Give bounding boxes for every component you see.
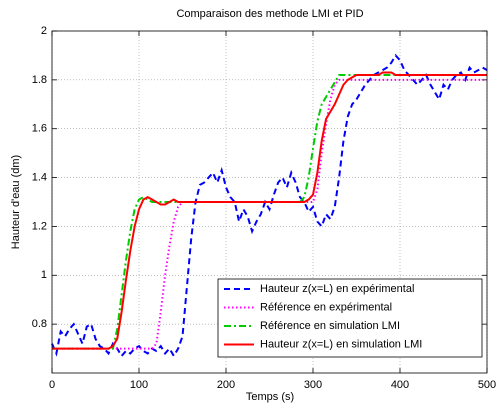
x-tick-label: 500 <box>478 379 496 391</box>
y-tick-label: 1.8 <box>32 74 47 86</box>
legend-label: Hauteur z(x=L) en simulation LMI <box>260 338 422 350</box>
y-tick-label: 2 <box>41 25 47 37</box>
y-tick-label: 1 <box>41 269 47 281</box>
chart-title: Comparaison des methode LMI et PID <box>176 8 363 20</box>
series-line <box>52 78 487 350</box>
x-tick-label: 400 <box>391 379 409 391</box>
legend-label: Référence en expérimental <box>260 301 392 313</box>
legend: Hauteur z(x=L) en expérimental Référence … <box>217 278 483 358</box>
legend-label: Hauteur z(x=L) en expérimental <box>260 283 414 295</box>
y-axis-label: Hauteur d'eau (dm) <box>10 155 22 249</box>
x-axis-label: Temps (s) <box>246 391 294 403</box>
y-tick-label: 0.8 <box>32 318 47 330</box>
series-line <box>51 53 488 358</box>
x-tick-label: 0 <box>49 379 55 391</box>
x-tick-label: 200 <box>217 379 235 391</box>
plot-frame <box>51 30 488 374</box>
x-tick-label: 300 <box>304 379 322 391</box>
y-tick-label: 1.4 <box>32 171 47 183</box>
x-tick-label: 100 <box>130 379 148 391</box>
series-line <box>52 71 487 350</box>
legend-box <box>217 278 483 358</box>
legend-label: Référence en simulation LMI <box>260 320 400 332</box>
y-tick-label: 1.6 <box>32 123 47 135</box>
y-tick-label: 1.2 <box>32 220 47 232</box>
